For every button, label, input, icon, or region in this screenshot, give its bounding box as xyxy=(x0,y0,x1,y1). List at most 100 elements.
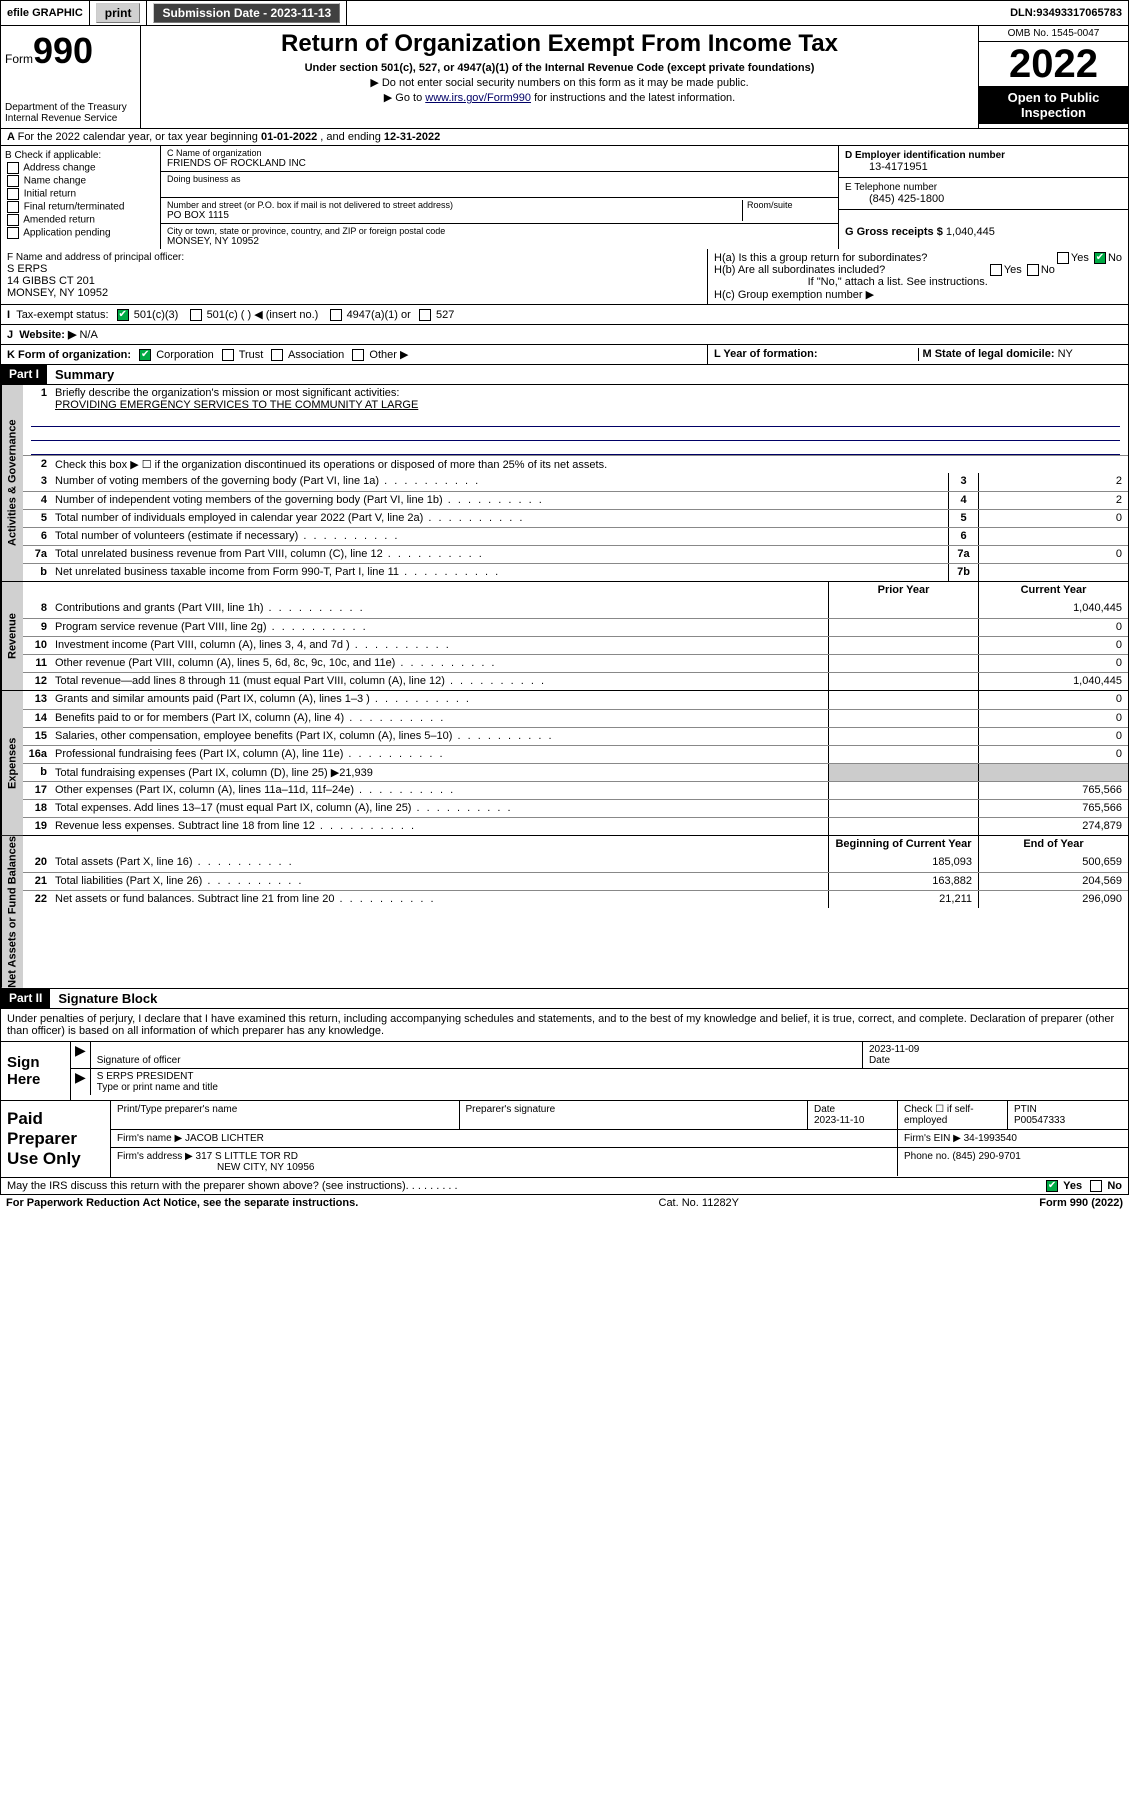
ein-cell: D Employer identification number 13-4171… xyxy=(839,146,1128,178)
chk-address-change[interactable]: Address change xyxy=(5,162,156,174)
summary-line: 6Total number of volunteers (estimate if… xyxy=(23,527,1128,545)
officer-sig-label: Signature of officer xyxy=(97,1055,181,1066)
row-klm: K Form of organization: ✔ Corporation Tr… xyxy=(0,345,1129,365)
org-name: FRIENDS OF ROCKLAND INC xyxy=(167,158,832,169)
summary-line: 9Program service revenue (Part VIII, lin… xyxy=(23,618,1128,636)
h-note: If "No," attach a list. See instructions… xyxy=(714,276,1122,288)
summary-line: 19Revenue less expenses. Subtract line 1… xyxy=(23,817,1128,835)
year-box: OMB No. 1545-0047 2022 Open to Public In… xyxy=(978,26,1128,128)
chk-assoc[interactable] xyxy=(271,349,283,361)
netassets-section: Net Assets or Fund Balances Beginning of… xyxy=(0,836,1129,989)
row-j: J Website: ▶ N/A xyxy=(0,325,1129,345)
summary-line: bNet unrelated business taxable income f… xyxy=(23,563,1128,581)
firm-ein-label: Firm's EIN ▶ xyxy=(904,1133,964,1144)
website-value: N/A xyxy=(79,329,97,341)
dln: DLN: 93493317065783 xyxy=(1004,1,1128,25)
preparer-date-hdr: Date xyxy=(814,1104,835,1115)
officer-addr1: 14 GIBBS CT 201 xyxy=(7,275,701,287)
part2-badge: Part II xyxy=(1,989,50,1008)
firm-phone-label: Phone no. xyxy=(904,1151,952,1162)
chk-final-return[interactable]: Final return/terminated xyxy=(5,201,156,213)
chk-name-change[interactable]: Name change xyxy=(5,175,156,187)
part1-badge: Part I xyxy=(1,365,47,384)
row-fh: F Name and address of principal officer:… xyxy=(0,249,1129,305)
bottom-footer: For Paperwork Reduction Act Notice, see … xyxy=(0,1195,1129,1211)
tel-value: (845) 425-1800 xyxy=(845,193,1122,205)
part1-title: Summary xyxy=(47,365,122,384)
domicile-value: NY xyxy=(1058,348,1073,360)
chk-501c[interactable] xyxy=(190,309,202,321)
summary-line: 4Number of independent voting members of… xyxy=(23,491,1128,509)
firm-phone: (845) 290-9701 xyxy=(952,1151,1020,1162)
room-suite-label: Room/suite xyxy=(747,200,832,210)
chk-501c3[interactable]: ✔ xyxy=(117,309,129,321)
discuss-no[interactable] xyxy=(1090,1180,1102,1192)
row-i: I Tax-exempt status: ✔ 501(c)(3) 501(c) … xyxy=(0,305,1129,325)
sign-date: 2023-11-09 xyxy=(869,1044,919,1055)
mission-blank-line xyxy=(31,427,1120,441)
tax-status-label: Tax-exempt status: xyxy=(16,309,108,321)
discuss-question: May the IRS discuss this return with the… xyxy=(7,1180,406,1192)
hb-yes[interactable] xyxy=(990,264,1002,276)
city-row: City or town, state or province, country… xyxy=(161,224,838,249)
submission-date: Submission Date - 2023-11-13 xyxy=(153,3,340,23)
chk-527[interactable] xyxy=(419,309,431,321)
chk-initial-return[interactable]: Initial return xyxy=(5,188,156,200)
summary-line: 15Salaries, other compensation, employee… xyxy=(23,727,1128,745)
tab-expenses: Expenses xyxy=(1,691,23,835)
print-button[interactable]: print xyxy=(96,3,141,23)
box-b: B Check if applicable: Address change Na… xyxy=(1,146,161,249)
box-h: H(a) Is this a group return for subordin… xyxy=(708,249,1128,304)
line2-text: Check this box ▶ ☐ if the organization d… xyxy=(51,456,1128,473)
firm-addr-label: Firm's address ▶ xyxy=(117,1151,196,1162)
gross-receipts: 1,040,445 xyxy=(946,226,995,238)
chk-corp[interactable]: ✔ xyxy=(139,349,151,361)
summary-line: 21Total liabilities (Part X, line 26)163… xyxy=(23,872,1128,890)
chk-amended-return[interactable]: Amended return xyxy=(5,214,156,226)
revenue-section: Revenue Prior YearCurrent Year 8Contribu… xyxy=(0,582,1129,691)
sign-date-label: Date xyxy=(869,1055,890,1066)
hb-no[interactable] xyxy=(1027,264,1039,276)
paid-preparer-label: Paid Preparer Use Only xyxy=(1,1101,111,1177)
sign-arrow-icon: ▶ xyxy=(71,1069,91,1095)
summary-line: 3Number of voting members of the governi… xyxy=(23,473,1128,491)
firm-addr2: NEW CITY, NY 10956 xyxy=(117,1162,314,1173)
box-f: F Name and address of principal officer:… xyxy=(1,249,708,304)
org-address: PO BOX 1115 xyxy=(167,210,742,221)
chk-4947[interactable] xyxy=(330,309,342,321)
self-employed-chk[interactable]: Check ☐ if self-employed xyxy=(898,1101,1008,1129)
firm-name: JACOB LICHTER xyxy=(185,1133,264,1144)
ha-yes[interactable] xyxy=(1057,252,1069,264)
chk-trust[interactable] xyxy=(222,349,234,361)
paid-preparer-block: Paid Preparer Use Only Print/Type prepar… xyxy=(0,1101,1129,1178)
sign-arrow-icon: ▶ xyxy=(71,1042,91,1068)
firm-addr1: 317 S LITTLE TOR RD xyxy=(196,1151,298,1162)
summary-line: 14Benefits paid to or for members (Part … xyxy=(23,709,1128,727)
summary-line: 10Investment income (Part VIII, column (… xyxy=(23,636,1128,654)
chk-application-pending[interactable]: Application pending xyxy=(5,227,156,239)
cat-number: Cat. No. 11282Y xyxy=(358,1197,1039,1209)
col-current-year: Current Year xyxy=(978,582,1128,600)
h-c-label: H(c) Group exemption number ▶ xyxy=(714,288,1122,301)
officer-name-label: Type or print name and title xyxy=(97,1082,218,1093)
print-button-wrap: print xyxy=(90,1,148,25)
website-label: Website: ▶ xyxy=(19,329,76,341)
form-title: Return of Organization Exempt From Incom… xyxy=(149,30,970,58)
tel-cell: E Telephone number (845) 425-1800 xyxy=(839,178,1128,210)
preparer-sig-hdr: Preparer's signature xyxy=(460,1101,809,1129)
ha-no[interactable]: ✔ xyxy=(1094,252,1106,264)
domicile-label: M State of legal domicile: xyxy=(923,348,1058,360)
open-inspection: Open to Public Inspection xyxy=(979,86,1128,124)
instructions-link[interactable]: www.irs.gov/Form990 xyxy=(425,92,531,104)
perjury-statement: Under penalties of perjury, I declare th… xyxy=(0,1009,1129,1041)
form-ref: Form 990 (2022) xyxy=(1039,1197,1123,1209)
part2-title: Signature Block xyxy=(50,989,165,1008)
header-block-bcd: B Check if applicable: Address change Na… xyxy=(0,146,1129,249)
expenses-section: Expenses 13Grants and similar amounts pa… xyxy=(0,691,1129,836)
form-subtitle: Under section 501(c), 527, or 4947(a)(1)… xyxy=(149,62,970,74)
form-word: Form xyxy=(5,52,33,66)
chk-other[interactable] xyxy=(352,349,364,361)
discuss-yes[interactable]: ✔ xyxy=(1046,1180,1058,1192)
dept-treasury: Department of the Treasury xyxy=(5,102,136,113)
preparer-name-hdr: Print/Type preparer's name xyxy=(111,1101,460,1129)
